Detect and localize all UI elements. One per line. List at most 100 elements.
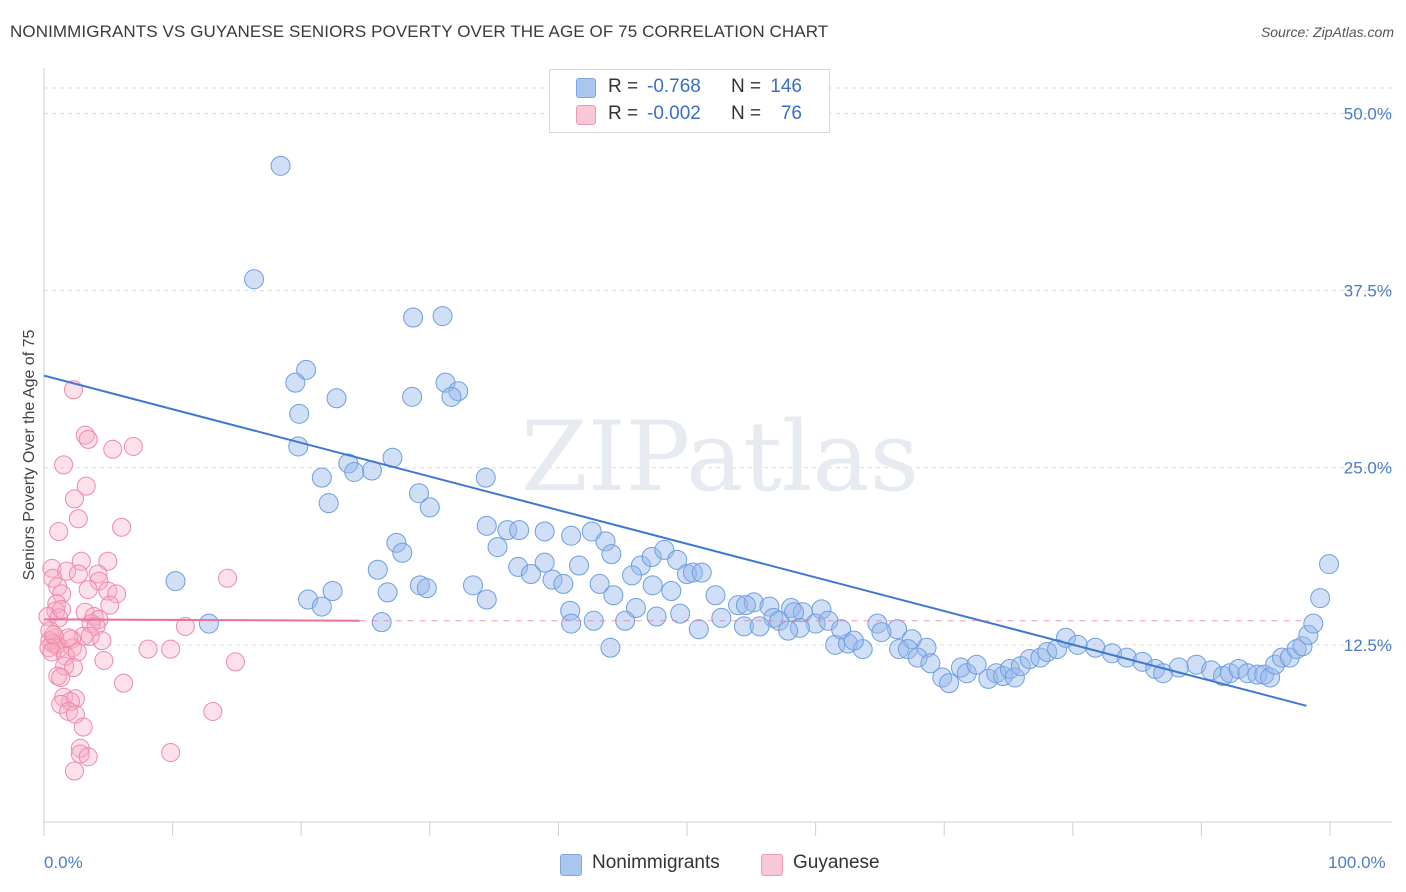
nonimmigrants-point xyxy=(1319,554,1340,575)
guyanese-point xyxy=(73,717,93,737)
nonimmigrants-point xyxy=(326,388,347,409)
guyanese-point xyxy=(54,455,74,475)
nonimmigrants-point xyxy=(625,598,646,619)
guyanese-point xyxy=(98,551,118,571)
guyanese-trend-line xyxy=(43,618,360,622)
nonimmigrants-point xyxy=(311,596,332,617)
guyanese-point xyxy=(218,568,238,588)
nonimmigrants-point xyxy=(1247,664,1268,685)
guyanese-point xyxy=(114,673,134,693)
guyanese-point xyxy=(70,744,90,764)
nonimmigrants-point xyxy=(1186,654,1207,675)
nonimmigrants-point xyxy=(950,657,971,678)
nonimmigrants-point xyxy=(589,573,610,594)
nonimmigrants-point xyxy=(852,639,873,660)
nonimmigrants-point xyxy=(198,613,219,634)
x-tick-min: 0.0% xyxy=(44,853,83,872)
guyanese-point xyxy=(112,517,132,537)
nonimmigrants-trend-line xyxy=(43,374,1307,707)
nonimmigrants-point xyxy=(270,155,291,176)
guyanese-point xyxy=(80,626,100,646)
nonimmigrants-point xyxy=(561,525,582,546)
guyanese-point xyxy=(107,584,127,604)
nonimmigrants-point xyxy=(534,552,555,573)
nonimmigrants-point xyxy=(966,654,987,675)
nonimmigrants-point xyxy=(733,616,754,637)
guyanese-point xyxy=(175,616,195,636)
nonimmigrants-point xyxy=(487,537,508,558)
nonimmigrants-point xyxy=(749,616,770,637)
guyanese-point xyxy=(88,564,108,584)
guyanese-point xyxy=(44,625,64,645)
nonimmigrants-point xyxy=(509,520,530,541)
guyanese-point xyxy=(52,599,72,619)
nonimmigrants-point xyxy=(402,386,423,407)
nonimmigrants-point xyxy=(871,622,892,643)
legend-n-label: N = xyxy=(731,76,762,97)
nonimmigrants-point xyxy=(1254,664,1275,685)
guyanese-point xyxy=(94,650,114,670)
nonimmigrants-point xyxy=(497,520,518,541)
nonimmigrants-point xyxy=(646,606,667,627)
nonimmigrants-point xyxy=(691,562,712,583)
nonimmigrants-point xyxy=(705,585,726,606)
nonimmigrants-point xyxy=(1004,667,1025,688)
axes xyxy=(43,68,1392,836)
guyanese-point xyxy=(161,743,181,763)
legend-r-value: -0.002 xyxy=(647,103,701,124)
nonimmigrants-point xyxy=(831,619,852,640)
correlation-legend: R = -0.768 N = 146 R = -0.002 N = 76 xyxy=(549,69,830,133)
y-tick-label: 37.5% xyxy=(1344,282,1392,301)
nonimmigrants-point xyxy=(377,582,398,603)
nonimmigrants-point xyxy=(448,381,469,402)
nonimmigrants-points xyxy=(165,155,1340,694)
nonimmigrants-point xyxy=(289,403,310,424)
legend-swatch-pink xyxy=(761,854,783,876)
nonimmigrants-point xyxy=(296,359,317,380)
legend-r-label: R = xyxy=(608,103,639,124)
nonimmigrants-point xyxy=(1085,637,1106,658)
nonimmigrants-point xyxy=(595,531,616,552)
nonimmigrants-point xyxy=(542,569,563,590)
nonimmigrants-point xyxy=(677,564,697,584)
guyanese-point xyxy=(67,642,87,662)
nonimmigrants-point xyxy=(1310,588,1331,609)
y-tick-labels: 12.5% 25.0% 37.5% 50.0% xyxy=(1344,104,1392,654)
legend-n-value: 146 xyxy=(770,76,802,97)
guyanese-point xyxy=(71,551,91,571)
nonimmigrants-point xyxy=(508,556,529,577)
guyanese-point xyxy=(92,631,112,651)
guyanese-point xyxy=(51,694,71,714)
guyanese-point xyxy=(123,436,143,456)
nonimmigrants-point xyxy=(318,493,339,514)
nonimmigrants-point xyxy=(311,467,332,488)
legend-r-label: R = xyxy=(608,76,639,97)
nonimmigrants-point xyxy=(600,637,621,658)
nonimmigrants-point xyxy=(1067,634,1088,655)
nonimmigrants-point xyxy=(688,619,709,640)
guyanese-points xyxy=(38,380,245,781)
nonimmigrants-point xyxy=(409,483,430,504)
guyanese-point xyxy=(225,652,245,672)
guyanese-point xyxy=(203,701,223,721)
nonimmigrants-point xyxy=(682,562,703,583)
nonimmigrants-point xyxy=(670,603,691,624)
guyanese-point xyxy=(78,429,98,449)
nonimmigrants-point xyxy=(1286,639,1307,660)
source-credit: Source: ZipAtlas.com xyxy=(1260,24,1394,40)
guyanese-point xyxy=(59,628,79,648)
nonimmigrants-point xyxy=(416,578,437,599)
nonimmigrants-point xyxy=(1132,651,1153,672)
nonimmigrants-point xyxy=(1298,624,1319,645)
legend-n-label: N = xyxy=(731,103,762,124)
guyanese-point xyxy=(51,667,71,687)
legend-r-value: -0.768 xyxy=(647,76,701,97)
nonimmigrants-point xyxy=(392,542,413,563)
nonimmigrants-point xyxy=(553,573,574,594)
nonimmigrants-point xyxy=(843,630,864,651)
guyanese-point xyxy=(100,595,120,615)
nonimmigrants-point xyxy=(601,544,622,565)
guyanese-point xyxy=(64,489,84,509)
guyanese-point xyxy=(161,639,181,659)
